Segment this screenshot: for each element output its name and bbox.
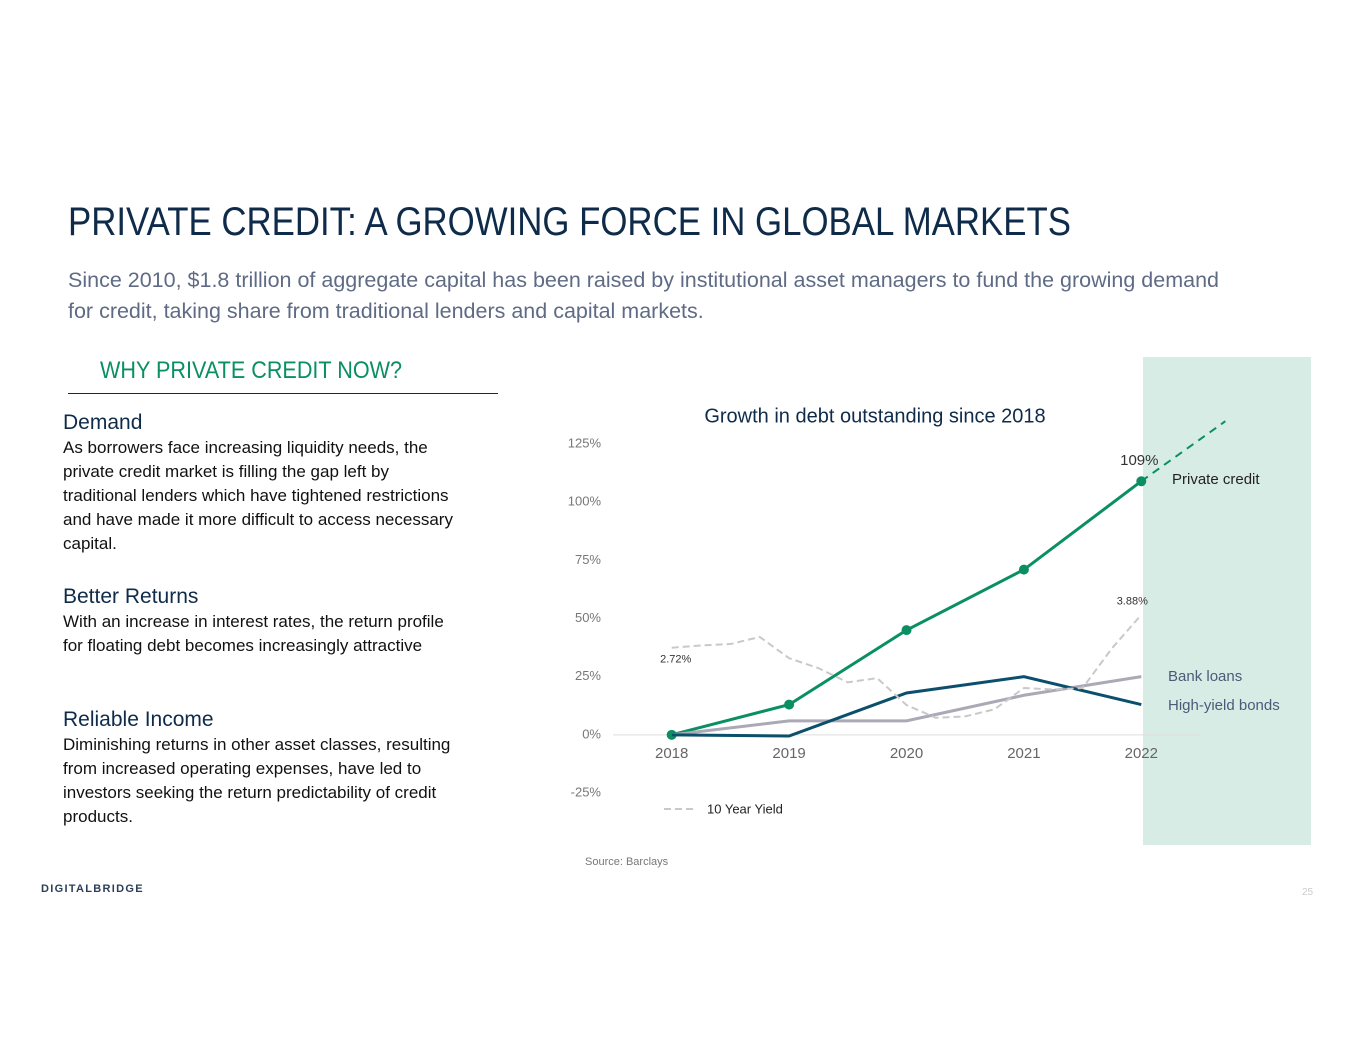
item-heading: Better Returns: [63, 585, 199, 608]
chart-title: Growth in debt outstanding since 2018: [704, 405, 1045, 427]
value-label: 3.88%: [1117, 596, 1148, 608]
item-heading: Demand: [63, 411, 143, 434]
x-tick-label: 2021: [1007, 745, 1040, 762]
item-body: As borrowers face increasing liquidity n…: [63, 438, 453, 553]
series-label: High-yield bonds: [1168, 697, 1280, 714]
series-line: [671, 675, 1142, 737]
y-tick-label: 50%: [575, 610, 601, 625]
y-tick-label: 125%: [568, 435, 602, 450]
source: Source: Barclays: [585, 856, 669, 868]
page-number: 25: [1302, 887, 1314, 898]
y-tick-label: 75%: [575, 552, 601, 567]
series-line: [671, 614, 1143, 719]
highlight-band: [1143, 357, 1311, 845]
x-tick-label: 2019: [772, 745, 805, 762]
x-tick-label: 2022: [1125, 745, 1158, 762]
point: [901, 625, 912, 636]
series-line: [671, 675, 1142, 738]
projection: [1140, 420, 1226, 483]
series-label: Private credit: [1172, 471, 1260, 488]
logo: DIGITALBRIDGE: [41, 883, 144, 895]
slide-subtitle: Since 2010, $1.8 trillion of aggregate c…: [68, 268, 1219, 323]
legend-label: 10 Year Yield: [707, 801, 783, 816]
point: [1136, 476, 1147, 487]
point: [1018, 564, 1029, 575]
y-tick-label: 0%: [582, 726, 601, 741]
slide-title: PRIVATE CREDIT: A GROWING FORCE IN GLOBA…: [68, 200, 1071, 244]
item-heading: Reliable Income: [63, 708, 214, 731]
section-heading: WHY PRIVATE CREDIT NOW?: [100, 357, 403, 384]
item: Better Returns With an increase in intere…: [63, 584, 453, 658]
item-body: With an increase in interest rates, the …: [63, 612, 444, 655]
y-tick-label: -25%: [571, 784, 602, 799]
x-tick-label: 2018: [655, 745, 688, 762]
y-tick-label: 100%: [568, 494, 602, 509]
value-label: 109%: [1120, 452, 1158, 469]
divider: [68, 393, 498, 394]
item: Reliable Income Diminishing returns in ot…: [63, 707, 453, 829]
series-label: Bank loans: [1168, 668, 1242, 685]
item: Demand As borrowers face increasing liqui…: [63, 410, 453, 556]
y-tick-label: 25%: [575, 668, 601, 683]
series-line: [671, 480, 1143, 737]
value-label: 2.72%: [660, 654, 691, 666]
point: [784, 699, 795, 710]
item-body: Diminishing returns in other asset class…: [63, 735, 451, 826]
x-tick-label: 2020: [890, 745, 923, 762]
